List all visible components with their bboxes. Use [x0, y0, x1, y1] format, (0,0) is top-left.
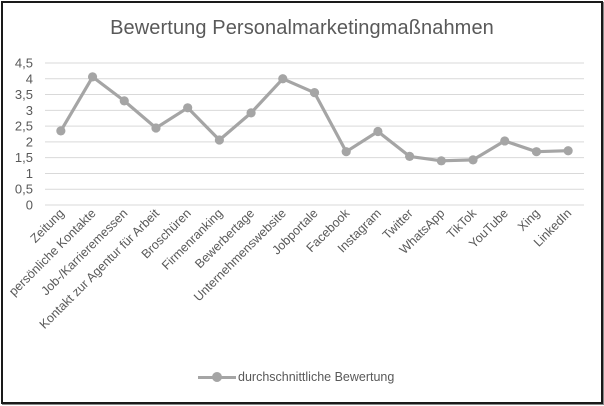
y-tick-label: 3,5 [15, 87, 33, 102]
data-point-marker [341, 147, 351, 157]
data-point-marker [56, 126, 66, 136]
data-point-marker [563, 146, 573, 156]
data-point-marker [373, 126, 383, 137]
legend: durchschnittliche Bewertung [198, 370, 394, 384]
gridlines [45, 62, 584, 206]
data-point-marker [151, 123, 161, 133]
chart-title: Bewertung Personalmarketingmaßnahmen [110, 17, 494, 39]
y-tick-label: 2,5 [15, 119, 33, 134]
x-category-label: Xing [515, 206, 543, 234]
y-tick-label: 0,5 [15, 182, 33, 197]
data-point-marker [405, 151, 415, 162]
data-point-marker [183, 103, 193, 113]
data-point-marker [246, 108, 256, 118]
y-tick-label: 1 [26, 166, 33, 181]
y-tick-label: 2 [26, 134, 33, 149]
y-tick-label: 4,5 [15, 56, 33, 71]
legend-line-marker-icon [198, 372, 236, 382]
data-point-marker [119, 96, 129, 106]
y-axis-tick-labels: 00,511,522,533,544,5 [15, 56, 33, 213]
data-point-marker [500, 136, 510, 146]
y-tick-label: 0 [26, 198, 33, 213]
data-series-line [56, 72, 573, 166]
y-tick-label: 3 [26, 103, 33, 118]
data-point-marker [87, 72, 98, 82]
data-point-marker [309, 88, 320, 98]
data-point-marker [531, 147, 542, 157]
legend-label: durchschnittliche Bewertung [238, 370, 395, 384]
y-tick-label: 4 [26, 71, 33, 86]
y-tick-label: 1,5 [15, 150, 33, 165]
data-point-marker [278, 74, 288, 84]
data-point-marker [468, 155, 478, 165]
data-point-marker [436, 156, 446, 166]
data-point-marker [214, 135, 224, 145]
